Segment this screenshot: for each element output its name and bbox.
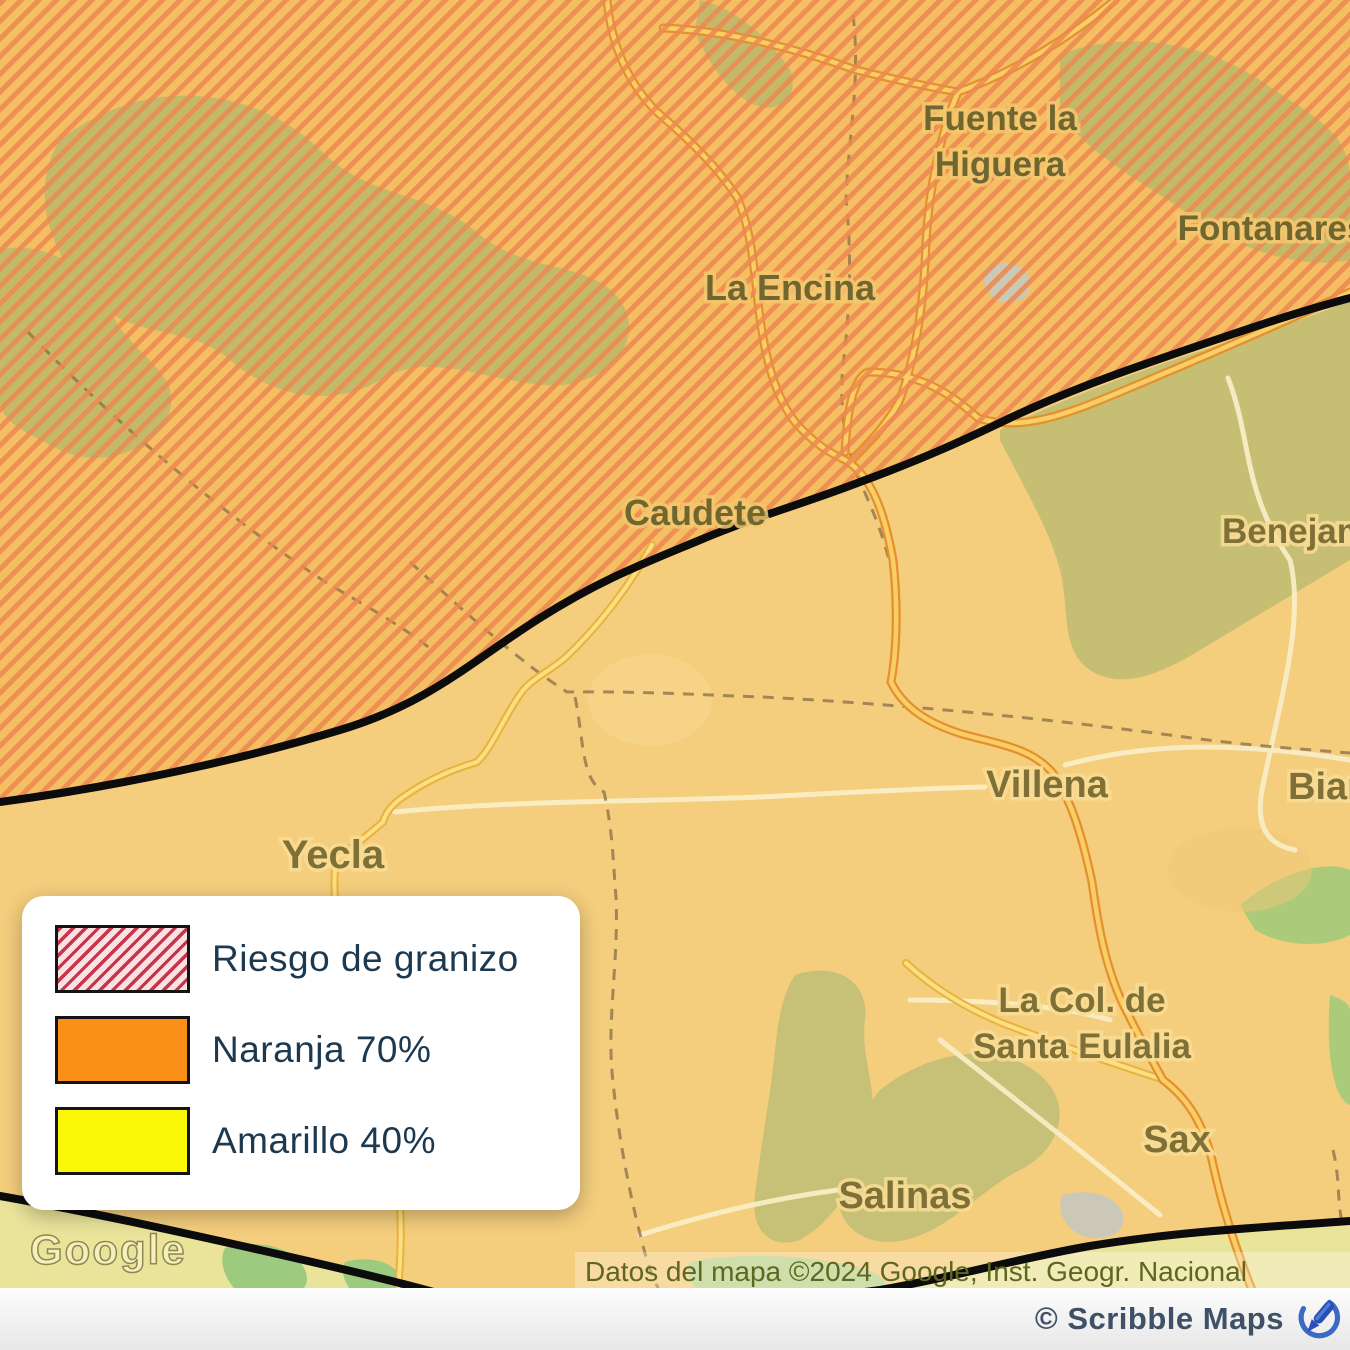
footer-bar: © Scribble Maps <box>0 1288 1350 1350</box>
legend-row-naranja: Naranja 70% <box>55 1016 580 1084</box>
scribble-maps-brand[interactable]: © Scribble Maps <box>1034 1301 1284 1336</box>
map-label-caudete: Caudete <box>624 492 766 533</box>
map-canvas[interactable]: Fuente la Higuera Fontanares La Encina C… <box>0 0 1350 1289</box>
map-label-sax: Sax <box>1143 1119 1211 1161</box>
map-label-benejama: Benejama <box>1222 512 1350 551</box>
map-label-la-col-1: La Col. de <box>998 981 1165 1020</box>
map-label-fuente-la-higuera-2: Higuera <box>935 145 1066 184</box>
map-label-salinas: Salinas <box>838 1175 971 1217</box>
legend-label-naranja: Naranja 70% <box>212 1029 432 1070</box>
legend-row-hail: Riesgo de granizo <box>55 925 580 993</box>
map-label-la-col-2: Santa Eulalia <box>973 1027 1191 1066</box>
legend-swatch-hail-hatch <box>55 925 190 993</box>
map-label-fuente-la-higuera-1: Fuente la <box>923 99 1077 138</box>
map-label-yecla: Yecla <box>282 833 385 877</box>
map-attribution: Datos del mapa ©2024 Google, Inst. Geogr… <box>585 1256 1247 1287</box>
legend-swatch-amarillo <box>55 1107 190 1175</box>
legend-label-hail: Riesgo de granizo <box>212 938 519 979</box>
map-label-la-encina: La Encina <box>705 267 876 308</box>
legend-label-amarillo: Amarillo 40% <box>212 1120 436 1161</box>
minor-roads <box>392 375 1350 1238</box>
legend-swatch-naranja <box>55 1016 190 1084</box>
map-label-fontanares: Fontanares <box>1178 209 1350 248</box>
legend-row-amarillo: Amarillo 40% <box>55 1107 580 1175</box>
map-label-biar: Biar <box>1288 766 1350 808</box>
map-label-villena: Villena <box>986 764 1109 806</box>
legend-panel: Riesgo de granizo Naranja 70% Amarillo 4… <box>22 896 580 1210</box>
town-labels: Fuente la Higuera Fontanares La Encina C… <box>278 96 1350 1221</box>
scribble-maps-logo-icon[interactable] <box>1292 1293 1344 1345</box>
warning-zone-boundaries <box>0 294 1350 1289</box>
hail-risk-hatch-overlay <box>0 0 1350 802</box>
google-logo[interactable]: Google <box>29 1225 187 1274</box>
